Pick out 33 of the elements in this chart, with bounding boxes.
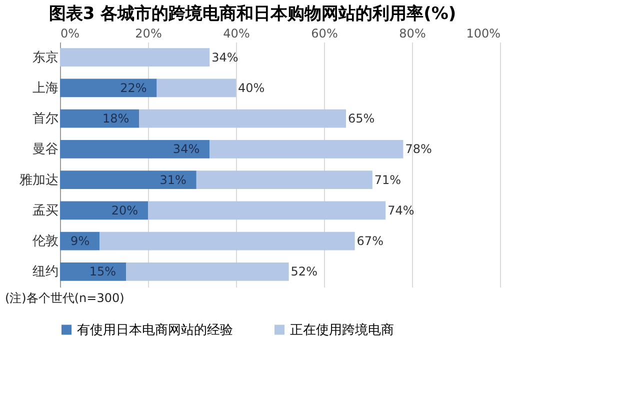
x-tick-label: 40% xyxy=(223,26,250,40)
data-label: 22% xyxy=(120,80,147,95)
total-label: 67% xyxy=(356,234,384,248)
x-tick-label: 60% xyxy=(311,26,338,40)
x-tick-label: 100% xyxy=(466,26,500,40)
data-label: 34% xyxy=(172,142,200,156)
total-label: 40% xyxy=(238,80,265,95)
data-label: 31% xyxy=(160,172,186,187)
data-label: 18% xyxy=(102,112,130,126)
y-tick-label: 伦敦 xyxy=(32,234,58,250)
y-tick-label: 上海 xyxy=(32,80,58,96)
total-label: 65% xyxy=(348,112,375,126)
total-label: 52% xyxy=(290,264,318,279)
total-label: 78% xyxy=(405,142,432,156)
legend-label: 有使用日本电商网站的经验 xyxy=(77,322,233,338)
text: (注)各个世代(n=300) xyxy=(5,291,124,305)
x-tick-label: 80% xyxy=(399,26,426,40)
y-tick-label: 东京 xyxy=(32,50,58,66)
y-tick-label: 曼谷 xyxy=(32,142,58,158)
y-tick-label: 纽约 xyxy=(32,264,58,280)
y-tick-label: 首尔 xyxy=(32,112,58,127)
total-label: 34% xyxy=(212,50,238,64)
total-label: 74% xyxy=(388,203,414,218)
total-label: 71% xyxy=(374,172,402,187)
data-label: 15% xyxy=(89,264,116,279)
x-tick-label: 0% xyxy=(60,26,80,40)
chart-title: 图表3 各城市的跨境电商和日本购物网站的利用率(%) xyxy=(48,4,456,24)
data-label: 20% xyxy=(111,203,138,218)
data-label: 9% xyxy=(70,234,90,248)
y-tick-label: 孟买 xyxy=(32,203,58,218)
x-tick-label: 20% xyxy=(135,26,162,40)
y-tick-label: 雅加达 xyxy=(20,172,58,188)
legend-label: 正在使用跨境电商 xyxy=(290,322,394,338)
